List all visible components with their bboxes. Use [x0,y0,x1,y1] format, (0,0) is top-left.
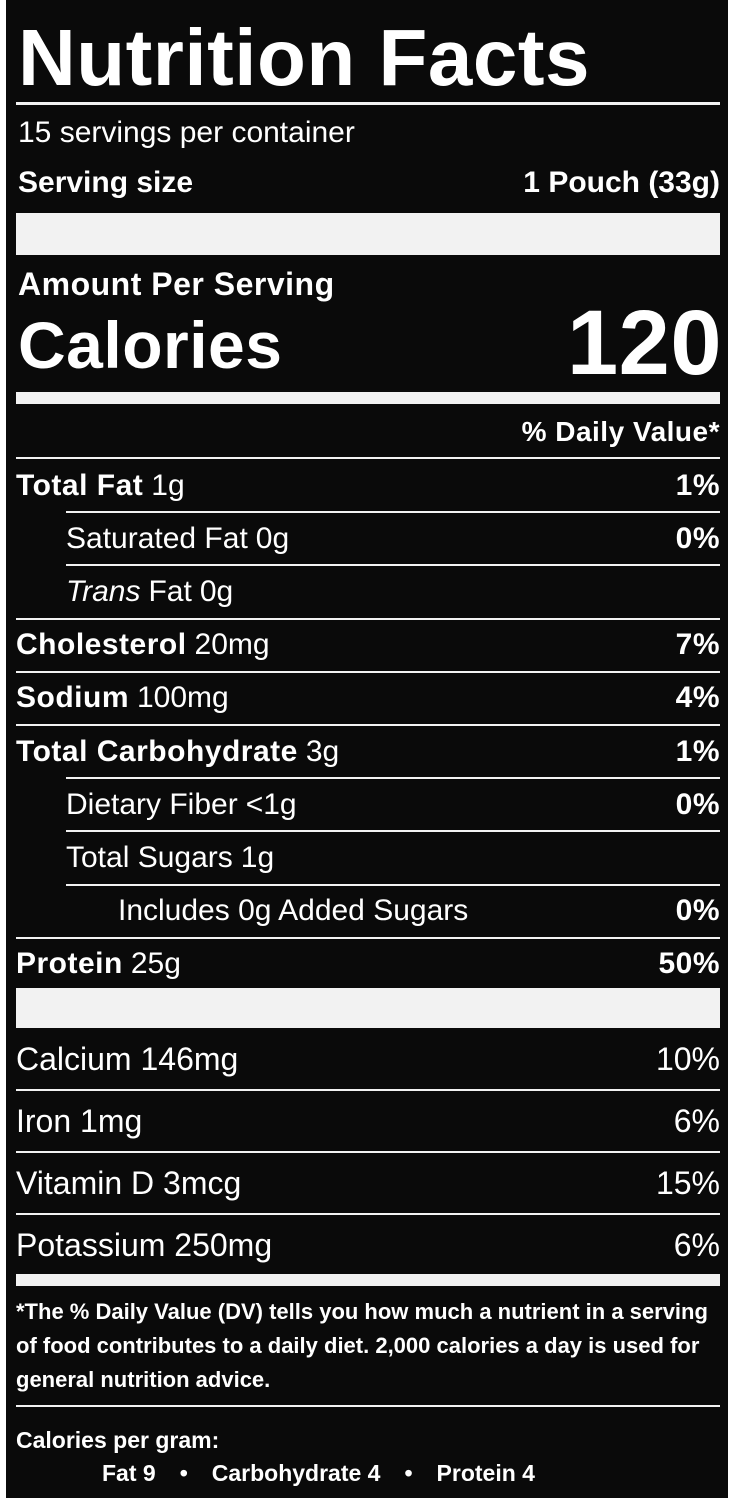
rule [16,1151,720,1153]
vitamin-name: Calcium 146mg [16,1041,239,1077]
daily-value-header: % Daily Value* [521,416,720,447]
nutrition-label: Nutrition Facts 15 servings per containe… [6,0,728,1498]
calories-per-gram-items: Fat 9 • Carbohydrate 4 • Protein 4 [102,1453,535,1493]
servings: 15 servings per container [18,116,355,149]
rule [16,457,720,459]
thick-bar [16,213,720,255]
nutrient-dv: 0% [675,894,720,928]
nutrient-line: Saturated Fat 0g [66,519,289,559]
nutrient-name: Sodium [16,681,129,715]
nutrient-name: Total Carbohydrate [16,734,298,768]
nutrient-line: Includes 0g Added Sugars [118,891,468,931]
nutrient-line: Total Carbohydrate 3g [16,732,339,772]
nutrient-dv: 0% [675,787,720,821]
rule [66,511,720,514]
amount-per-serving: Amount Per Serving [18,266,335,302]
nutrient-amount: 1g [151,468,185,502]
vitamin-dv: 15% [655,1165,720,1201]
nutrient-name: Cholesterol [16,628,187,662]
calories-per-gram-header: Calories per gram: [16,1427,220,1453]
nutrient-line: Protein 25g [16,944,181,984]
nutrient-amount: 100mg [137,681,229,715]
nutrient-name: Total Fat [16,468,144,502]
nutrient-dv: 7% [675,628,720,662]
vitamin-dv: 10% [655,1041,720,1077]
rule [66,777,720,780]
rule [66,883,720,886]
nutrient-line: Total Fat 1g [16,466,185,506]
nutrient-amount: 0g [255,521,290,555]
per-gram-item: Carbohydrate 4 [211,1460,381,1486]
rule [16,670,720,673]
nutrient-prefix: Trans [66,575,141,608]
rule [16,102,720,105]
rule [16,1089,720,1091]
nutrient-line: Total Sugars 1g [66,838,274,878]
rule [66,830,720,833]
nutrient-line: Dietary Fiber <1g [66,785,297,825]
vitamin-name: Potassium 250mg [16,1227,273,1263]
nutrient-amount: 25g [130,947,181,981]
nutrient-dv: 4% [675,681,720,715]
rule [16,617,720,620]
vitamin-name: Iron 1mg [16,1103,143,1139]
rule [66,564,720,567]
nutrient-dv: 1% [675,468,720,502]
nutrient-name: Includes 0g Added Sugars [118,894,469,928]
rule [16,936,720,939]
nutrient-amount: 3g [305,734,340,768]
nutrient-name: Fat [148,575,192,608]
thick-bar [16,988,720,1028]
vitamin-dv: 6% [673,1103,720,1139]
calories-label: Calories [18,308,283,382]
rule [16,724,720,726]
serving-size-label: Serving size [18,166,194,199]
nutrient-name: Saturated Fat [66,521,248,555]
per-gram-item: Protein 4 [436,1460,535,1486]
nutrient-line: Trans Fat 0g [66,572,233,612]
title: Nutrition Facts [18,13,590,102]
nutrient-dv: 50% [658,947,720,981]
nutrient-amount: 0g [199,575,234,608]
nutrient-amount: 20mg [194,628,270,662]
calories-value: 120 [567,292,722,394]
nutrient-line: Sodium 100mg [16,678,229,718]
per-gram-item: Fat 9 [102,1460,156,1486]
medium-bar [16,392,720,404]
nutrient-name: Total Sugars [66,841,233,874]
bullet: • [404,1460,413,1486]
vitamin-name: Vitamin D 3mcg [16,1165,242,1201]
bullet: • [179,1460,188,1486]
nutrient-amount: <1g [245,787,297,821]
nutrient-name: Protein [16,947,123,981]
medium-bar [16,1274,720,1286]
nutrient-dv: 0% [675,521,720,555]
nutrient-name: Dietary Fiber [66,787,238,821]
nutrient-amount: 1g [240,841,275,874]
rule [16,1213,720,1215]
vitamin-dv: 6% [673,1227,720,1263]
nutrient-dv: 1% [675,734,720,768]
rule [16,1405,720,1407]
nutrient-line: Cholesterol 20mg [16,625,270,665]
serving-size-value: 1 Pouch (33g) [523,166,720,199]
footnote: *The % Daily Value (DV) tells you how mu… [16,1299,708,1392]
